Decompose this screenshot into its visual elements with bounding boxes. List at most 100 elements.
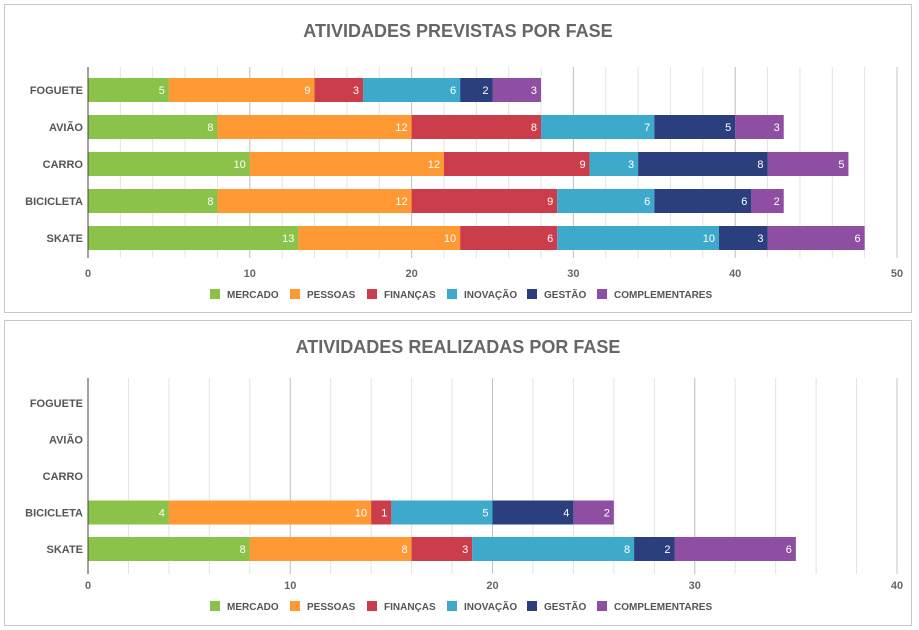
legend-label: FINANÇAS	[384, 602, 436, 613]
bar-value-label: 3	[628, 159, 634, 171]
legend-label: INOVAÇÃO	[464, 288, 517, 301]
legend-label: INOVAÇÃO	[464, 600, 517, 613]
legend-label: GESTÃO	[544, 600, 586, 613]
bar-segment	[654, 189, 752, 213]
bar-value-label: 4	[563, 508, 569, 520]
bar-segment	[492, 78, 542, 102]
x-tick-label: 20	[486, 580, 498, 592]
bar-value-label: 9	[304, 85, 310, 97]
bar-value-label: 2	[482, 85, 488, 97]
bar-segment	[88, 78, 169, 102]
bar-value-label: 3	[531, 85, 537, 97]
bar-value-label: 3	[774, 122, 780, 134]
bar-value-label: 8	[240, 544, 246, 556]
bar-segment	[88, 226, 299, 250]
bar-value-label: 6	[450, 85, 456, 97]
legend-label: PESSOAS	[307, 602, 356, 613]
legend-swatch	[210, 289, 220, 299]
bar-segment	[411, 115, 542, 139]
bar-segment	[492, 500, 574, 525]
x-tick-label: 40	[891, 580, 903, 592]
bar-segment	[371, 500, 392, 525]
bar-segment	[767, 152, 849, 176]
bar-segment	[634, 537, 675, 561]
bar-value-label: 8	[207, 122, 213, 134]
bar-value-label: 1	[381, 508, 387, 520]
bar-value-label: 10	[234, 159, 246, 171]
bar-value-label: 13	[282, 233, 294, 245]
x-tick-label: 0	[85, 580, 91, 592]
category-label: FOGUETE	[30, 85, 83, 97]
bar-segment	[249, 152, 444, 176]
bar-segment	[460, 78, 493, 102]
category-label: SKATE	[47, 544, 83, 556]
bar-value-label: 4	[159, 508, 165, 520]
bar-value-label: 6	[644, 196, 650, 208]
bar-segment	[411, 189, 558, 213]
bar-value-label: 3	[462, 544, 468, 556]
chart-title: ATIVIDADES REALIZADAS POR FASE	[295, 337, 621, 357]
bar-segment	[589, 152, 639, 176]
bar-value-label: 10	[703, 233, 715, 245]
legend-swatch	[597, 289, 607, 299]
bar-value-label: 6	[786, 544, 792, 556]
bar-segment	[654, 115, 736, 139]
bar-segment	[411, 537, 473, 561]
bar-value-label: 2	[774, 196, 780, 208]
bar-segment	[767, 226, 865, 250]
bar-value-label: 5	[838, 159, 844, 171]
bar-segment	[719, 226, 768, 250]
legend-label: PESSOAS	[307, 290, 356, 301]
bar-segment	[88, 189, 218, 213]
bar-segment	[314, 78, 364, 102]
bar-segment	[541, 115, 655, 139]
bar-segment	[217, 189, 412, 213]
x-tick-label: 10	[284, 580, 296, 592]
bar-segment	[460, 226, 558, 250]
bar-value-label: 10	[444, 233, 456, 245]
bar-segment	[472, 537, 635, 561]
legend-swatch	[527, 601, 537, 611]
category-label: FOGUETE	[30, 398, 83, 410]
x-tick-label: 0	[85, 268, 91, 280]
bar-segment	[298, 226, 461, 250]
bar-value-label: 3	[757, 233, 763, 245]
bar-segment	[674, 537, 796, 561]
bar-value-label: 8	[757, 159, 763, 171]
x-tick-label: 40	[729, 268, 741, 280]
x-tick-label: 20	[405, 268, 417, 280]
legend-swatch	[367, 601, 377, 611]
category-label: AVIÃO	[49, 121, 83, 134]
bar-segment	[751, 189, 784, 213]
x-tick-label: 50	[891, 268, 903, 280]
bar-value-label: 2	[664, 544, 670, 556]
bar-value-label: 12	[395, 196, 407, 208]
category-label: BICICLETA	[25, 196, 83, 208]
category-label: CARRO	[43, 159, 84, 171]
bar-value-label: 9	[547, 196, 553, 208]
bar-value-label: 9	[579, 159, 585, 171]
legend-label: GESTÃO	[544, 288, 586, 301]
bar-value-label: 6	[741, 196, 747, 208]
bar-value-label: 2	[604, 508, 610, 520]
legend-swatch	[447, 289, 457, 299]
category-label: BICICLETA	[25, 508, 83, 520]
legend-swatch	[597, 601, 607, 611]
legend-label: COMPLEMENTARES	[614, 602, 712, 613]
bar-segment	[88, 115, 218, 139]
legend-swatch	[367, 289, 377, 299]
bar-segment	[443, 152, 590, 176]
bar-value-label: 12	[428, 159, 440, 171]
bar-value-label: 8	[401, 544, 407, 556]
bar-segment	[573, 500, 614, 525]
bar-segment	[88, 500, 169, 525]
bar-segment	[249, 537, 412, 561]
category-label: CARRO	[43, 471, 84, 483]
bar-value-label: 5	[159, 85, 165, 97]
bar-value-label: 3	[353, 85, 359, 97]
legend-label: MERCADO	[227, 602, 279, 613]
bar-value-label: 8	[531, 122, 537, 134]
bar-segment	[168, 78, 315, 102]
planned-activities-plot: FOGUETE 5 9 3 6 2 3 AVIÃO 8 12 8 7 5 3 CARRO 10 12 9 3 8 5 BI…	[25, 67, 903, 301]
legend-label: FINANÇAS	[384, 290, 436, 301]
